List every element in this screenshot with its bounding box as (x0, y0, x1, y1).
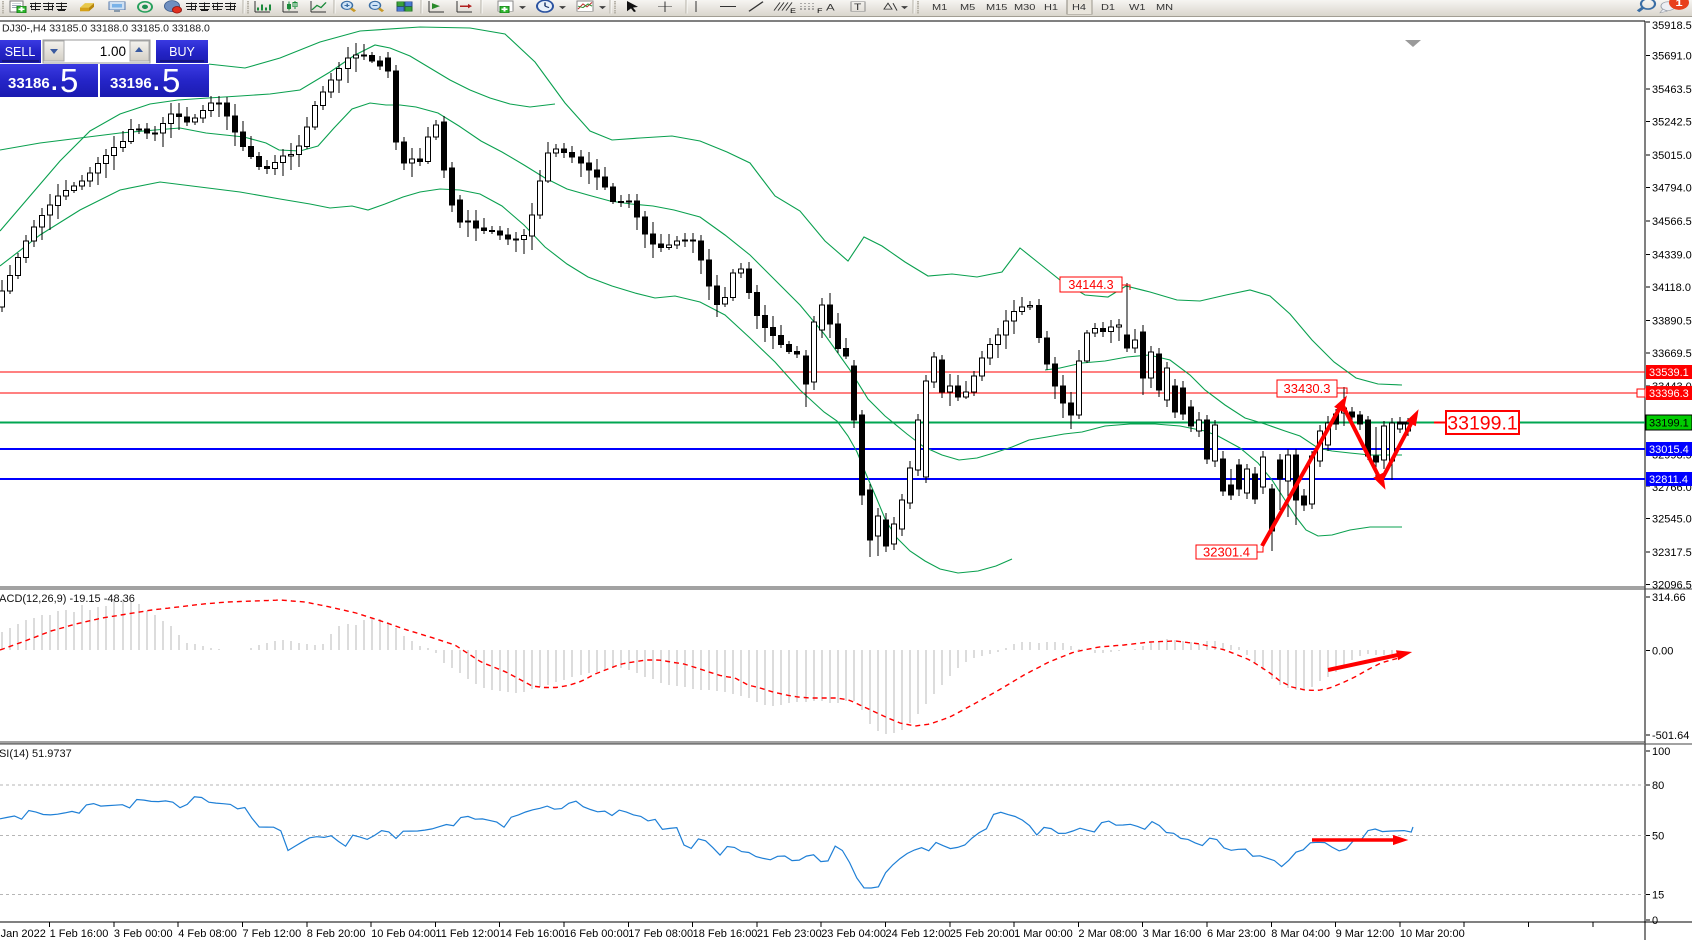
svg-text:H4: H4 (1072, 3, 1087, 12)
svg-text:23 Feb 04:00: 23 Feb 04:00 (821, 928, 886, 940)
svg-text:MACD(12,26,9) -19.15 -48.36: MACD(12,26,9) -19.15 -48.36 (0, 593, 135, 605)
svg-text:3 Mar 16:00: 3 Mar 16:00 (1143, 928, 1202, 940)
svg-text:32545.0: 32545.0 (1652, 513, 1692, 525)
svg-text:D1: D1 (1101, 3, 1115, 12)
svg-text:21 Feb 23:00: 21 Feb 23:00 (757, 928, 822, 940)
svg-text:3 Feb 00:00: 3 Feb 00:00 (114, 928, 173, 940)
svg-text:33669.5: 33669.5 (1652, 348, 1692, 360)
svg-text:5: 5 (60, 62, 78, 99)
svg-text:1 Feb 16:00: 1 Feb 16:00 (50, 928, 109, 940)
svg-text:33186: 33186 (8, 75, 50, 92)
svg-text:34144.3: 34144.3 (1068, 278, 1113, 292)
svg-text:15: 15 (1652, 890, 1664, 902)
svg-text:34339.0: 34339.0 (1652, 249, 1692, 261)
svg-text:35463.5: 35463.5 (1652, 84, 1692, 96)
svg-text:W1: W1 (1129, 3, 1145, 12)
svg-text:T: T (854, 2, 862, 12)
svg-text:34118.0: 34118.0 (1652, 282, 1691, 294)
svg-text:32096.5: 32096.5 (1652, 579, 1692, 591)
svg-text:16 Feb 00:00: 16 Feb 00:00 (564, 928, 629, 940)
svg-text:4 Feb 08:00: 4 Feb 08:00 (178, 928, 237, 940)
svg-text:1: 1 (1675, 0, 1683, 9)
svg-text:80: 80 (1652, 780, 1664, 792)
svg-text:33199.1: 33199.1 (1447, 413, 1518, 435)
svg-text:2 Mar 08:00: 2 Mar 08:00 (1078, 928, 1137, 940)
svg-text:1 Mar 00:00: 1 Mar 00:00 (1014, 928, 1073, 940)
svg-text:RSI(14) 51.9737: RSI(14) 51.9737 (0, 748, 72, 760)
svg-text:32811.4: 32811.4 (1649, 474, 1688, 486)
svg-text:33196: 33196 (110, 75, 152, 92)
svg-text:35015.0: 35015.0 (1652, 150, 1692, 162)
svg-text:35691.0: 35691.0 (1652, 50, 1692, 62)
svg-text:M15: M15 (986, 3, 1007, 12)
svg-text:M30: M30 (1014, 3, 1035, 12)
svg-text:25 Feb 20:00: 25 Feb 20:00 (950, 928, 1015, 940)
svg-text:10 Feb 04:00: 10 Feb 04:00 (371, 928, 436, 940)
svg-text:34566.5: 34566.5 (1652, 216, 1692, 228)
svg-text:34794.0: 34794.0 (1652, 182, 1692, 194)
svg-text:100: 100 (1652, 746, 1670, 758)
svg-text:33396.3: 33396.3 (1649, 388, 1689, 400)
svg-text:33015.4: 33015.4 (1649, 444, 1689, 456)
svg-text:0.00: 0.00 (1652, 646, 1673, 658)
svg-text:5: 5 (162, 62, 180, 99)
svg-text:33430.3: 33430.3 (1284, 381, 1331, 396)
svg-text:314.66: 314.66 (1652, 592, 1686, 604)
svg-text:8 Mar 04:00: 8 Mar 04:00 (1271, 928, 1330, 940)
svg-text:18 Feb 16:00: 18 Feb 16:00 (693, 928, 758, 940)
svg-text:BUY: BUY (169, 45, 195, 59)
svg-text:32317.5: 32317.5 (1652, 547, 1692, 559)
svg-text:MN: MN (1156, 3, 1173, 12)
svg-text:-501.64: -501.64 (1652, 730, 1689, 742)
svg-text:1.00: 1.00 (100, 44, 126, 59)
svg-text:33539.1: 33539.1 (1649, 367, 1689, 379)
svg-text:33199.1: 33199.1 (1649, 418, 1689, 430)
svg-text:F: F (817, 7, 823, 15)
svg-text:8 Feb 20:00: 8 Feb 20:00 (307, 928, 366, 940)
svg-text:H1: H1 (1044, 3, 1058, 12)
svg-text:6 Mar 23:00: 6 Mar 23:00 (1207, 928, 1266, 940)
svg-text:0: 0 (1652, 915, 1658, 927)
svg-text:35242.5: 35242.5 (1652, 116, 1692, 128)
svg-text:11 Feb 12:00: 11 Feb 12:00 (435, 928, 499, 940)
svg-text:35918.5: 35918.5 (1652, 20, 1692, 32)
svg-text:.: . (51, 69, 58, 96)
svg-text:M5: M5 (960, 3, 975, 12)
svg-text:24 Feb 12:00: 24 Feb 12:00 (886, 928, 951, 940)
svg-text:7 Feb 12:00: 7 Feb 12:00 (243, 928, 302, 940)
svg-text:33890.5: 33890.5 (1652, 315, 1692, 327)
svg-text:17 Feb 08:00: 17 Feb 08:00 (628, 928, 693, 940)
svg-text:M1: M1 (932, 3, 947, 12)
svg-text:E: E (790, 7, 796, 15)
svg-text:DJ30-,H4 33185.0 33188.0 3318: DJ30-,H4 33185.0 33188.0 33185.0 33188.0 (2, 23, 210, 35)
svg-text:14 Feb 16:00: 14 Feb 16:00 (500, 928, 565, 940)
svg-text:9 Mar 12:00: 9 Mar 12:00 (1336, 928, 1395, 940)
svg-text:A: A (826, 3, 835, 13)
svg-text:10 Mar 20:00: 10 Mar 20:00 (1400, 928, 1465, 940)
svg-text:SELL: SELL (5, 45, 36, 59)
svg-text:32301.4: 32301.4 (1203, 545, 1250, 560)
svg-text:31 Jan 2022: 31 Jan 2022 (0, 928, 46, 940)
svg-text:50: 50 (1652, 831, 1664, 843)
svg-text:.: . (153, 69, 160, 96)
